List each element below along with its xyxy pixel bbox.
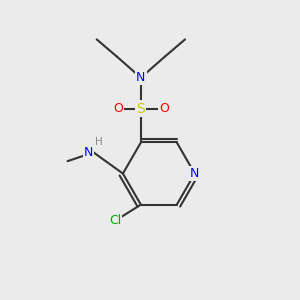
- Text: H: H: [94, 137, 102, 147]
- Text: N: N: [136, 71, 146, 84]
- Text: Cl: Cl: [109, 214, 121, 227]
- Text: N: N: [84, 146, 94, 159]
- Text: O: O: [159, 102, 169, 115]
- Text: N: N: [190, 167, 200, 180]
- Text: O: O: [113, 102, 123, 115]
- Text: S: S: [136, 102, 145, 116]
